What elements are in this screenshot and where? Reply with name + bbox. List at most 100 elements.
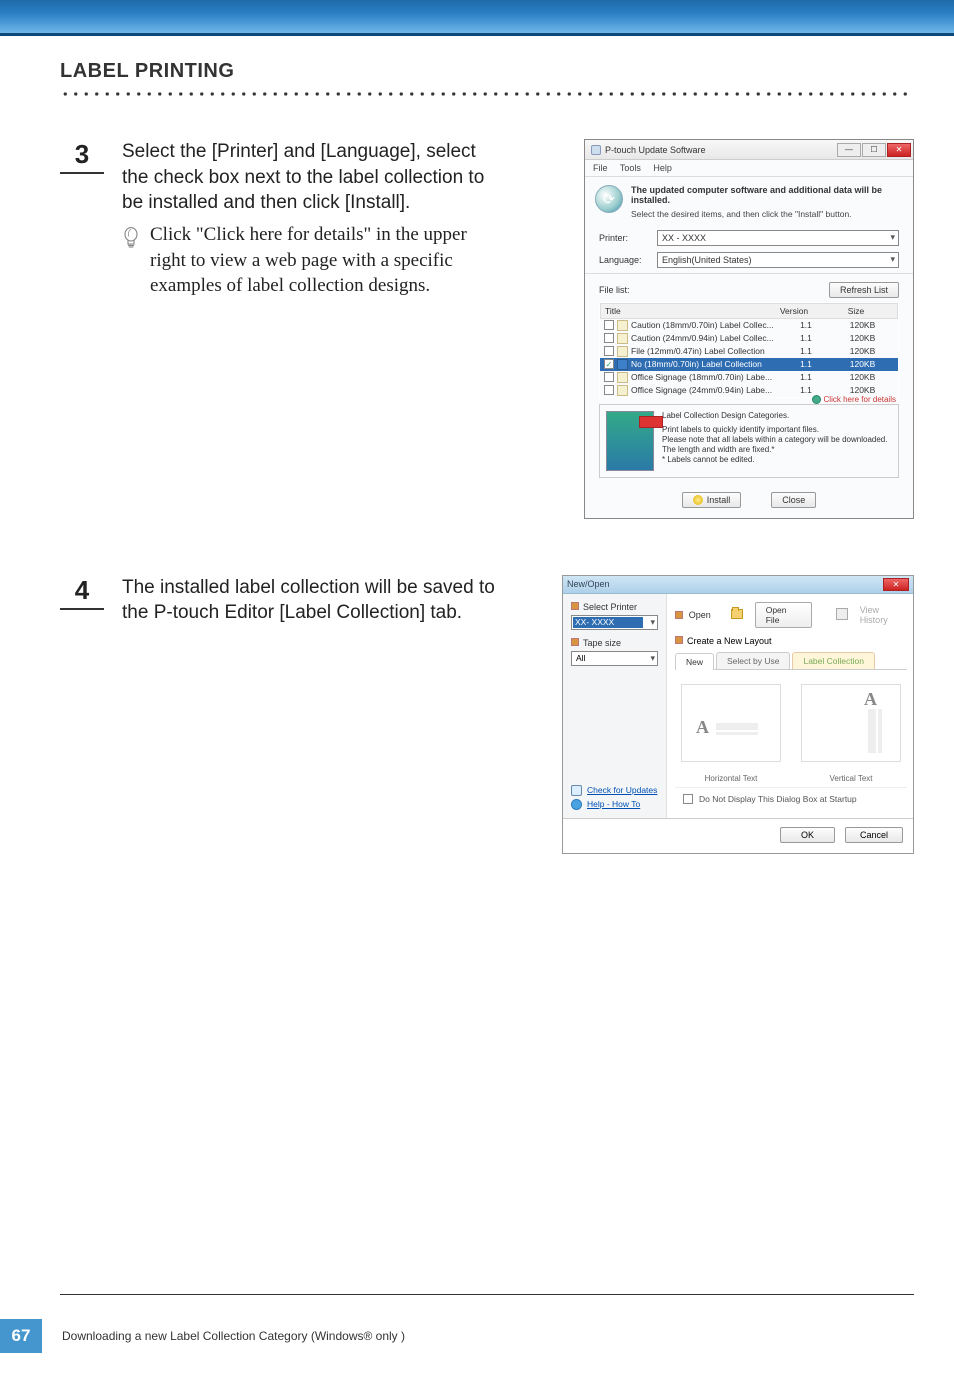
table-row[interactable]: File (12mm/0.47in) Label Collection1.112… <box>600 345 898 358</box>
tape-size-label: Tape size <box>583 638 621 648</box>
check-updates-link[interactable]: Check for Updates <box>571 785 658 796</box>
bullet-icon <box>675 636 683 644</box>
step-badge: 3 <box>60 139 104 174</box>
file-list: Title Version Size Caution (18mm/0.70in)… <box>599 302 899 398</box>
tab-new[interactable]: New <box>675 653 714 670</box>
dialog-titlebar: P-touch Update Software — ☐ ✕ <box>585 140 913 160</box>
close-button[interactable]: ✕ <box>883 578 909 591</box>
tab-label-collection[interactable]: Label Collection <box>792 652 874 669</box>
info-bold: The updated computer software and additi… <box>631 185 903 206</box>
update-software-dialog: P-touch Update Software — ☐ ✕ File Tools… <box>584 139 914 519</box>
row-title: No (18mm/0.70in) Label Collection <box>631 359 781 369</box>
folder-icon <box>731 609 743 619</box>
app-icon <box>591 145 601 155</box>
page-number: 67 <box>0 1319 42 1353</box>
tapesize-combo[interactable]: All <box>571 651 658 666</box>
vertical-caption: Vertical Text <box>830 774 873 783</box>
tag-overlay <box>639 416 663 428</box>
row-version: 1.1 <box>781 346 831 356</box>
printer-combo[interactable]: XX- XXXX <box>571 615 658 630</box>
table-row[interactable]: Caution (24mm/0.94in) Label Collec...1.1… <box>600 332 898 345</box>
row-checkbox[interactable] <box>604 372 614 382</box>
row-size: 120KB <box>831 346 894 356</box>
footer-text: Downloading a new Label Collection Categ… <box>62 1329 405 1343</box>
row-version: 1.1 <box>781 372 831 382</box>
view-history: View History <box>860 605 907 625</box>
close-button[interactable]: ✕ <box>887 143 911 157</box>
details-link[interactable]: Click here for details <box>812 395 896 404</box>
step-badge: 4 <box>60 575 104 610</box>
printer-value: XX - XXXX <box>662 233 706 243</box>
table-row[interactable]: Office Signage (18mm/0.70in) Labe...1.11… <box>600 371 898 384</box>
open-file-button[interactable]: Open File <box>755 602 812 628</box>
tab-select-by-use[interactable]: Select by Use <box>716 652 790 669</box>
row-checkbox[interactable] <box>604 320 614 330</box>
refresh-button[interactable]: Refresh List <box>829 282 899 298</box>
row-title: Office Signage (18mm/0.70in) Labe... <box>631 372 781 382</box>
tip-block: Click "Click here for details" in the up… <box>122 222 502 299</box>
row-checkbox[interactable] <box>604 346 614 356</box>
help-link[interactable]: Help - How To <box>571 799 658 810</box>
file-icon <box>617 346 628 357</box>
menu-tools[interactable]: Tools <box>620 163 641 173</box>
row-checkbox[interactable] <box>604 333 614 343</box>
minimize-button[interactable]: — <box>837 143 861 157</box>
row-checkbox[interactable]: ✓ <box>604 359 614 369</box>
preview-thumbnail <box>606 411 654 471</box>
check-updates-text: Check for Updates <box>587 785 657 795</box>
page-footer: 67 Downloading a new Label Collection Ca… <box>0 1319 405 1353</box>
update-icon <box>571 785 582 796</box>
language-combo[interactable]: English(United States) <box>657 252 899 268</box>
row-checkbox[interactable] <box>604 385 614 395</box>
row-title: Caution (24mm/0.94in) Label Collec... <box>631 333 781 343</box>
language-label: Language: <box>599 255 649 265</box>
row-title: Office Signage (24mm/0.94in) Labe... <box>631 385 781 395</box>
info-sub: Select the desired items, and then click… <box>631 209 903 219</box>
row-version: 1.1 <box>781 320 831 330</box>
printer-value: XX- XXXX <box>573 617 643 628</box>
printer-label: Printer: <box>599 233 649 243</box>
tabs: New Select by Use Label Collection <box>675 652 907 670</box>
list-header: Title Version Size <box>600 303 898 319</box>
detail-panel: Click here for details Label Collection … <box>599 404 899 478</box>
col-title: Title <box>605 306 769 316</box>
right-panel: Open Open File View History Create a New… <box>667 594 915 818</box>
menu-file[interactable]: File <box>593 163 608 173</box>
preview-vertical[interactable]: A Vertical Text <box>801 684 901 783</box>
section-header: LABEL PRINTING <box>60 60 914 99</box>
install-icon <box>693 495 703 505</box>
detail-body2: Please note that all labels within a cat… <box>662 435 887 445</box>
cancel-button[interactable]: Cancel <box>845 827 903 843</box>
details-link-text: Click here for details <box>824 395 896 404</box>
bullet-icon <box>571 638 579 646</box>
menu-help[interactable]: Help <box>653 163 672 173</box>
table-row[interactable]: Caution (18mm/0.70in) Label Collec...1.1… <box>600 319 898 332</box>
install-label: Install <box>707 495 731 505</box>
footer-rule <box>60 1294 914 1295</box>
lightbulb-icon <box>122 222 150 299</box>
detail-body4: * Labels cannot be edited. <box>662 455 887 465</box>
row-version: 1.1 <box>781 385 831 395</box>
install-button[interactable]: Install <box>682 492 742 508</box>
close-dialog-button[interactable]: Close <box>771 492 816 508</box>
section-title: LABEL PRINTING <box>60 60 914 83</box>
bullet-icon <box>571 602 579 610</box>
step-text: Select the [Printer] and [Language], sel… <box>122 139 502 216</box>
row-size: 120KB <box>831 372 894 382</box>
history-icon <box>836 608 848 620</box>
file-icon <box>617 359 628 370</box>
language-value: English(United States) <box>662 255 752 265</box>
maximize-button[interactable]: ☐ <box>862 143 886 157</box>
left-panel: Select Printer XX- XXXX Tape size All Ch… <box>563 594 667 818</box>
dialog-title: P-touch Update Software <box>605 145 706 155</box>
printer-combo[interactable]: XX - XXXX <box>657 230 899 246</box>
startup-checkbox-row: Do Not Display This Dialog Box at Startu… <box>675 787 907 810</box>
select-printer-label: Select Printer <box>583 602 637 612</box>
preview-horizontal[interactable]: A Horizontal Text <box>681 684 781 783</box>
detail-body3: The length and width are fixed.* <box>662 445 887 455</box>
row-size: 120KB <box>831 385 894 395</box>
open-label: Open <box>689 610 711 620</box>
startup-checkbox[interactable] <box>683 794 693 804</box>
table-row[interactable]: ✓No (18mm/0.70in) Label Collection1.1120… <box>600 358 898 371</box>
ok-button[interactable]: OK <box>780 827 835 843</box>
